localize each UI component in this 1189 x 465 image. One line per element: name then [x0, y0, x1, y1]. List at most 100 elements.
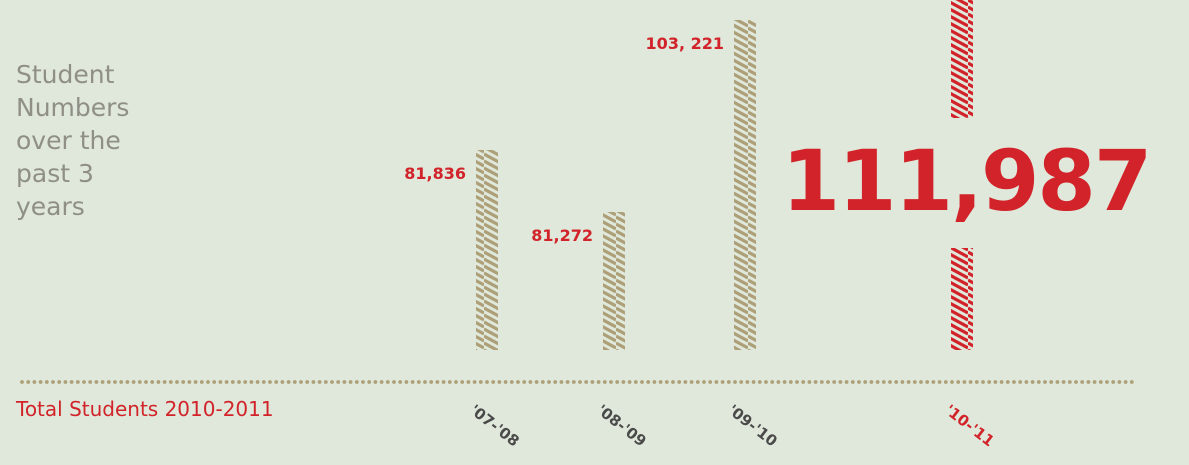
baseline-dots [20, 380, 1134, 384]
baseline-dot [311, 380, 316, 384]
baseline-dot [1092, 380, 1097, 384]
baseline-dot [144, 380, 148, 384]
baseline-dot [863, 380, 868, 384]
baseline-dot [633, 380, 638, 384]
baseline-dot [646, 380, 651, 384]
baseline-dot [472, 380, 477, 384]
baseline-dot [435, 380, 440, 384]
baseline-dot [869, 380, 874, 384]
baseline-dot [416, 380, 421, 384]
value-label: 81,836 [404, 164, 466, 183]
baseline-dot [162, 380, 167, 384]
baseline-dot [1080, 380, 1085, 384]
baseline-dot [652, 380, 657, 384]
baseline-dot [280, 380, 285, 384]
baseline-dot [268, 380, 272, 384]
baseline-dot [584, 380, 589, 384]
baseline-dot [807, 380, 812, 384]
baseline-dot [88, 380, 93, 384]
baseline-dot [20, 380, 24, 384]
bar-highlight-upper [951, 0, 973, 118]
baseline-dot [212, 380, 217, 384]
value-label-highlight: 111,987 [782, 132, 1151, 230]
baseline-dot [497, 380, 502, 384]
baseline-dot [962, 380, 967, 384]
baseline-dot [1018, 380, 1023, 384]
baseline-dot [838, 380, 843, 384]
side-title: Student Numbers over the past 3 years [16, 60, 130, 221]
footer-label: Total Students 2010-2011 [16, 397, 274, 421]
baseline-dot [547, 380, 551, 384]
bar [603, 212, 625, 350]
baseline-dot [348, 380, 353, 384]
bar [734, 20, 756, 350]
baseline-dot [1043, 380, 1047, 384]
baseline-dot [168, 380, 173, 384]
baseline-dot [1123, 380, 1128, 384]
baseline-dot [44, 380, 49, 384]
baseline-dot [844, 380, 849, 384]
value-label: 103, 221 [646, 34, 724, 53]
baseline-dot [950, 380, 954, 384]
baseline-dot [261, 380, 266, 384]
baseline-dot [900, 380, 905, 384]
baseline-dot [94, 380, 99, 384]
baseline-dot [423, 380, 427, 384]
baseline-dot [404, 380, 409, 384]
baseline-dot [509, 380, 514, 384]
baseline-dot [578, 380, 582, 384]
baseline-dot [323, 380, 328, 384]
baseline-dot [367, 380, 372, 384]
baseline-dot [237, 380, 241, 384]
baseline-dot [230, 380, 235, 384]
baseline-dot [379, 380, 384, 384]
baseline-dot [1049, 380, 1054, 384]
baseline-dot [943, 380, 948, 384]
baseline-dot [826, 380, 830, 384]
baseline-dot [26, 380, 31, 384]
baseline-dot [100, 380, 105, 384]
baseline-dot [919, 380, 923, 384]
baseline-dot [602, 380, 607, 384]
baseline-dot [429, 380, 434, 384]
baseline-dot [609, 380, 613, 384]
baseline-dot [1024, 380, 1029, 384]
baseline-dot [565, 380, 570, 384]
baseline-dot [1117, 380, 1122, 384]
category-labels: '07-'08 '08-'09 '09-'10 '10-'11 [467, 401, 998, 450]
baseline-dot [894, 380, 899, 384]
baseline-dot [757, 380, 762, 384]
baseline-dot [51, 380, 55, 384]
baseline-dot [621, 380, 626, 384]
baseline-dot [640, 380, 644, 384]
baseline-dot [218, 380, 223, 384]
baseline-dot [540, 380, 545, 384]
baseline-dot [75, 380, 80, 384]
baseline-dot [906, 380, 911, 384]
baseline-dot [819, 380, 824, 384]
baseline-dot [274, 380, 279, 384]
baseline-dot [801, 380, 806, 384]
baseline-dot [292, 380, 297, 384]
baseline-dot [373, 380, 378, 384]
baseline-dot [739, 380, 744, 384]
baseline-dot [627, 380, 632, 384]
baseline-dot [441, 380, 446, 384]
baseline-dot [925, 380, 930, 384]
baseline-dot [596, 380, 601, 384]
baseline-dot [330, 380, 334, 384]
baseline-dot [342, 380, 347, 384]
baseline-dot [702, 380, 706, 384]
baseline-dot [32, 380, 37, 384]
bar-highlight-lower [951, 248, 973, 350]
bars [476, 0, 973, 350]
baseline-dot [522, 380, 527, 384]
baseline-dot [193, 380, 198, 384]
baseline-dot [956, 380, 961, 384]
baseline-dot [881, 380, 886, 384]
baseline-dot [671, 380, 675, 384]
baseline-dot [125, 380, 130, 384]
baseline-dot [968, 380, 973, 384]
